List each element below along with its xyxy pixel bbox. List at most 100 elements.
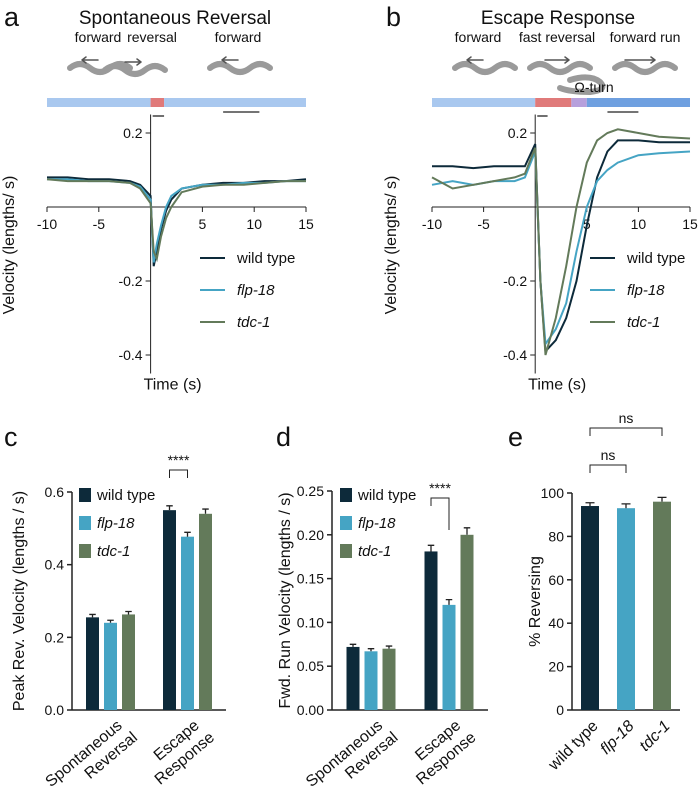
panel-letter: a: [4, 2, 20, 32]
bar: [617, 508, 635, 710]
error-bar: [125, 610, 132, 615]
behavior-bar: [47, 98, 151, 107]
legend-label: tdc-1: [237, 314, 270, 331]
y-tick-label: 0.2: [45, 629, 65, 645]
significance-bracket: [169, 469, 188, 478]
bar: [181, 536, 194, 710]
x-tick-label: -5: [93, 216, 106, 232]
behavior-bar: [164, 98, 306, 107]
significance-label: ****: [168, 452, 190, 468]
bar: [460, 534, 474, 710]
significance-bracket: [589, 427, 663, 436]
error-bar: [367, 648, 375, 652]
legend-label: tdc-1: [358, 543, 391, 560]
x-tick-label: EscapeResponse: [140, 714, 218, 788]
behavior-label: reversal: [127, 29, 177, 45]
x-tick-label: -5: [477, 216, 490, 232]
bar: [442, 604, 456, 710]
y-tick-label: -0.2: [503, 273, 527, 289]
legend-swatch: [340, 516, 352, 530]
legend-label: wild type: [96, 487, 155, 504]
x-tick-label: EscapeResponse: [401, 714, 479, 788]
y-tick-label: 60: [548, 572, 564, 588]
x-tick-label: wild type: [545, 718, 602, 775]
behavior-bar: [535, 98, 572, 107]
y-tick-label: 100: [541, 485, 565, 501]
y-tick-label: 0.15: [297, 571, 324, 587]
x-tick-label: SpontaneousReversal: [42, 715, 140, 798]
error-bar: [463, 527, 471, 535]
panel-title: Escape Response: [481, 8, 635, 29]
bar: [424, 551, 438, 710]
y-tick-label: 0.20: [297, 527, 324, 543]
significance-bracket: [589, 464, 627, 473]
error-bar: [585, 502, 595, 507]
behavior-label: forward: [75, 29, 122, 45]
y-tick-label: 80: [548, 528, 564, 544]
panel-letter: e: [508, 422, 523, 452]
legend-label: wild type: [236, 250, 295, 267]
error-bar: [349, 643, 357, 647]
legend-swatch: [79, 544, 91, 558]
y-tick-label: 0.05: [297, 658, 324, 674]
legend-swatch: [340, 544, 352, 558]
error-bar: [621, 503, 631, 509]
bar: [346, 646, 360, 710]
worm-icons: [67, 56, 678, 96]
error-bar: [445, 598, 453, 605]
bar: [122, 614, 135, 710]
x-tick-label: -10: [37, 216, 57, 232]
legend-label: wild type: [626, 250, 685, 267]
x-tick-label: 15: [298, 216, 314, 232]
bar: [163, 510, 176, 710]
significance-label: ****: [429, 480, 451, 496]
bar: [104, 622, 117, 710]
x-tick-label: tdc-1: [636, 718, 673, 755]
behavior-bar: [432, 98, 536, 107]
y-tick-label: 0.25: [297, 483, 324, 499]
bar: [364, 651, 378, 710]
legend-swatch: [79, 516, 91, 530]
legend-label: flp-18: [358, 515, 396, 532]
y-tick-label: 0.00: [297, 702, 324, 718]
legend-label: tdc-1: [627, 314, 660, 331]
x-tick-label: SpontaneousReversal: [303, 715, 401, 798]
x-tick-label: -10: [422, 216, 442, 232]
behavior-bar: [586, 98, 690, 107]
x-axis-label: Time (s): [144, 377, 202, 394]
behavior-bar: [150, 98, 165, 107]
x-tick-label: 10: [631, 216, 647, 232]
panel-letter: c: [4, 422, 18, 452]
x-tick-label: 5: [199, 216, 207, 232]
significance-label: ns: [619, 410, 634, 426]
y-axis-label: % Reversing: [527, 556, 544, 647]
panel-title: Spontaneous Reversal: [79, 8, 271, 29]
legend-label: flp-18: [627, 282, 665, 299]
y-tick-label: -0.2: [118, 273, 142, 289]
y-tick-label: 40: [548, 615, 564, 631]
behavior-bar: [571, 98, 587, 107]
series-line: [431, 128, 691, 356]
x-tick-label: flp-18: [597, 718, 637, 758]
error-bar: [202, 508, 209, 514]
significance-label: ns: [601, 447, 616, 463]
series-line: [432, 139, 690, 354]
panel-letter: d: [276, 422, 291, 452]
y-tick-label: 0: [556, 702, 564, 718]
y-axis-label: Fwd. Run Velocity (lengths / s): [277, 492, 294, 708]
y-tick-label: 0.2: [123, 125, 143, 141]
x-tick-label: 10: [246, 216, 262, 232]
y-axis-label: Velocity (lengths/ s): [1, 176, 18, 315]
panel-letter: b: [386, 2, 401, 32]
error-bar: [385, 645, 393, 649]
y-axis-label: Velocity (lengths/ s): [383, 176, 400, 315]
y-tick-label: 0.0: [45, 702, 65, 718]
bar: [653, 501, 671, 710]
legend-label: wild type: [357, 487, 416, 504]
bar: [382, 648, 396, 710]
error-bar: [427, 544, 435, 552]
legend-label: tdc-1: [97, 543, 130, 560]
y-tick-label: -0.4: [118, 347, 142, 363]
error-bar: [107, 619, 114, 623]
